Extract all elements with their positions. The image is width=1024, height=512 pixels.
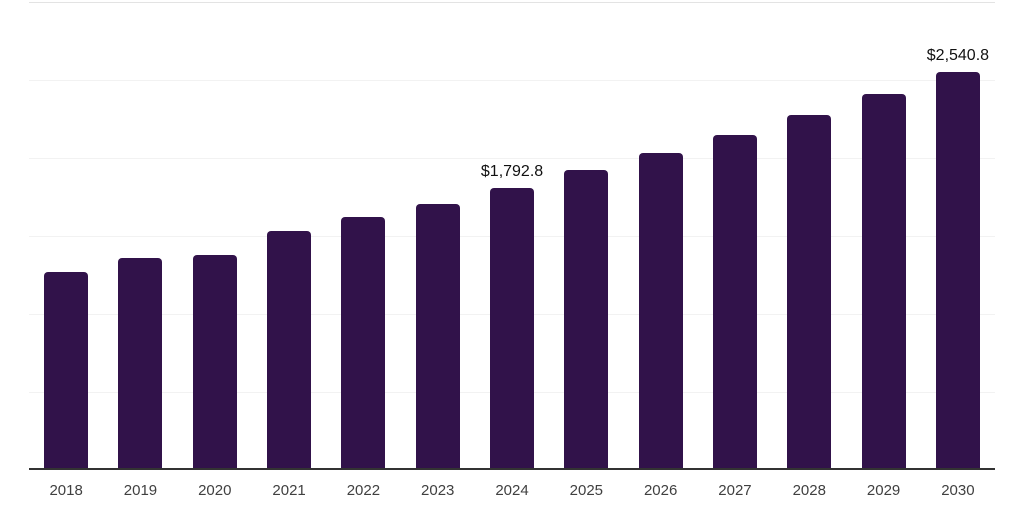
data-label-2030: $2,540.8 (926, 46, 990, 64)
x-tick-2020: 2020 (198, 482, 232, 499)
data-label-2024: $1,792.8 (480, 163, 544, 181)
x-tick-2030: 2030 (941, 482, 975, 499)
bar-2020 (192, 255, 237, 468)
bar-2021 (267, 231, 312, 468)
x-axis: 2018 2019 2020 2021 2022 2023 2024 2025 2026 2027… (29, 470, 995, 498)
bar-2029 (861, 93, 906, 468)
x-tick-2027: 2027 (718, 482, 752, 499)
bar-2023 (415, 204, 460, 468)
bar-column-2028 (772, 2, 846, 468)
gridline-2000 (29, 158, 995, 159)
x-tick-2028: 2028 (792, 482, 826, 499)
bar-2026 (638, 153, 683, 468)
bar-2024 (490, 188, 535, 468)
bar-column-2023 (401, 2, 475, 468)
bar-column-2027 (698, 2, 772, 468)
bar-column-2024: $1,792.8 (475, 2, 549, 468)
bar-column-2030: $2,540.8 (921, 2, 995, 468)
bar-column-2018 (29, 2, 103, 468)
bar-2027 (712, 134, 757, 468)
x-tick-2025: 2025 (569, 482, 604, 499)
bar-2018 (44, 271, 89, 468)
gridline-3000 (29, 2, 995, 3)
bar-2019 (118, 258, 163, 468)
bar-2025 (564, 170, 609, 468)
bar-column-2020 (178, 2, 252, 468)
x-tick-2024: 2024 (495, 482, 529, 499)
bar-2030 (935, 71, 980, 468)
x-tick-2023: 2023 (421, 482, 455, 499)
bar-column-2029 (846, 2, 920, 468)
x-tick-2022: 2022 (346, 482, 381, 499)
bar-column-2025 (549, 2, 623, 468)
x-tick-2019: 2019 (123, 482, 158, 499)
bar-column-2026 (624, 2, 698, 468)
bar-column-2022 (326, 2, 400, 468)
x-tick-2018: 2018 (49, 482, 83, 499)
x-tick-2021: 2021 (272, 482, 306, 499)
x-tick-2029: 2029 (866, 482, 901, 499)
gridline-2500 (29, 80, 995, 81)
bar-column-2019 (103, 2, 177, 468)
bar-2028 (787, 114, 832, 468)
bar-column-2021 (252, 2, 326, 468)
bar-columns: $1,792.8 $2,540.8 (29, 2, 995, 468)
x-tick-2026: 2026 (643, 482, 678, 499)
plot-area: $1,792.8 $2,540.8 (29, 2, 995, 470)
bar-2022 (341, 216, 386, 468)
bar-chart: $1,792.8 $2,540.8 2018 2019 2020 2021 2022 202… (29, 2, 995, 498)
